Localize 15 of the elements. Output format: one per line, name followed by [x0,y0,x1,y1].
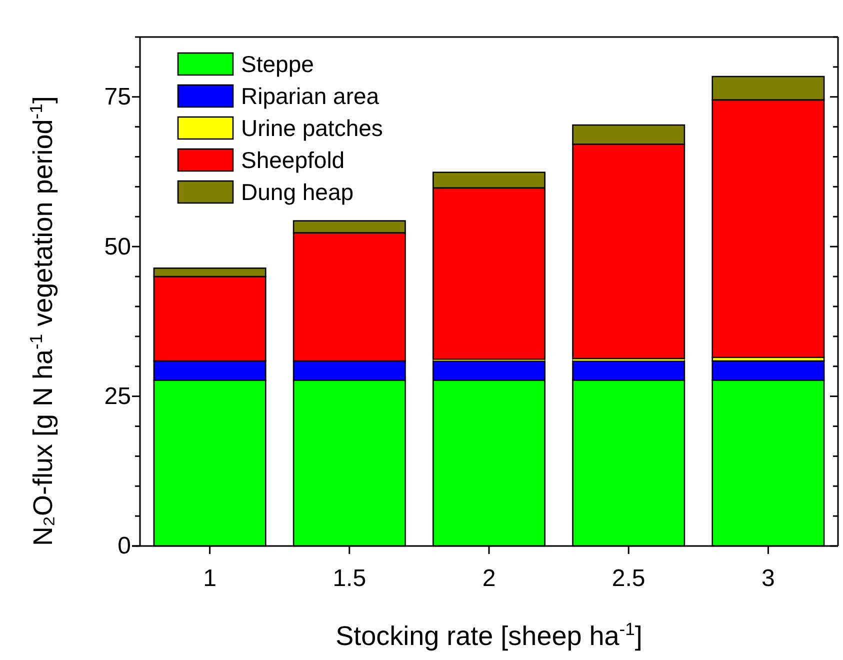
y-tick-label: 50 [104,233,131,260]
x-tick-label: 3 [762,564,775,592]
y-tick-label: 75 [104,84,131,111]
y-tick-label: 25 [104,382,131,410]
legend-label: Urine patches [241,115,383,141]
legend-label: Sheepfold [241,147,345,173]
x-tick-label: 2 [482,564,496,592]
legend-label: Steppe [241,51,314,77]
x-tick-label: 1 [203,564,216,592]
x-tick-label: 2.5 [612,564,646,592]
y-tick-label: 0 [118,532,131,560]
legend-label: Riparian area [241,83,380,109]
x-tick-label: 1.5 [332,564,366,592]
legend-label: Dung heap [241,179,354,205]
x-axis-title: Stocking rate [sheep ha$^{-1}$] [336,619,642,651]
